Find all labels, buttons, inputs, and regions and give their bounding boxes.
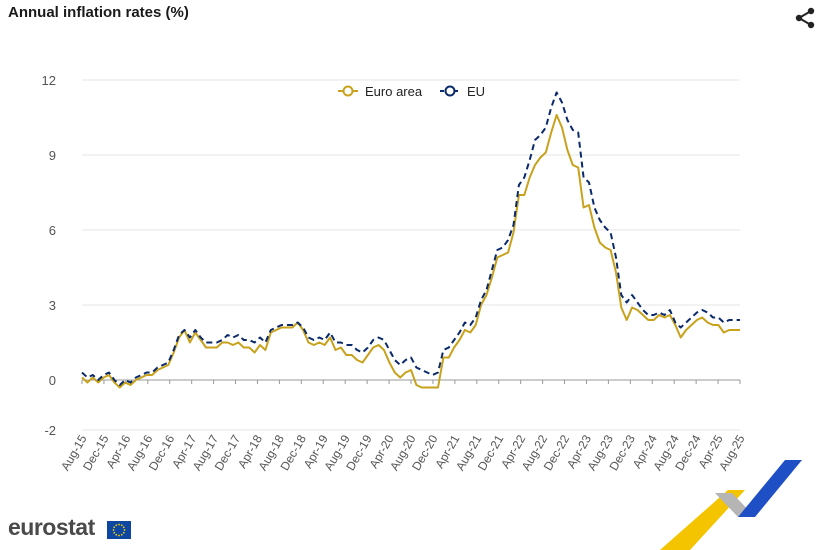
legend-euro-area-marker <box>342 85 354 97</box>
page-title: Annual inflation rates (%) <box>8 4 189 21</box>
eurostat-decoration <box>660 460 802 550</box>
legend-eu-marker <box>444 85 456 97</box>
y-tick-label: 12 <box>42 73 56 88</box>
legend-euro-area-label: Euro area <box>365 84 423 99</box>
share-icon[interactable] <box>793 6 817 30</box>
eu-flag-icon <box>107 521 131 539</box>
y-tick-label: 9 <box>49 148 56 163</box>
eurostat-logo: eurostat <box>8 514 95 540</box>
y-tick-label: -2 <box>44 423 56 438</box>
series-eu-line <box>81 91 740 386</box>
line-chart: -2036912Aug-15Dec-15Apr-16Aug-16Dec-16Ap… <box>42 73 748 473</box>
y-tick-label: 0 <box>49 373 56 388</box>
y-tick-label: 6 <box>49 223 56 238</box>
legend-eu-label: EU <box>467 84 485 99</box>
series-euro-area-line <box>81 114 740 389</box>
y-tick-label: 3 <box>49 298 56 313</box>
